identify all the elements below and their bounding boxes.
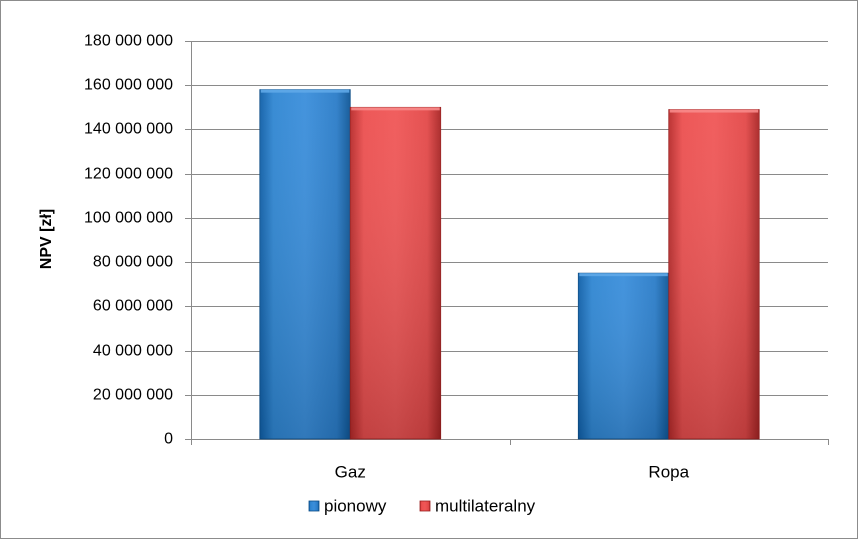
legend-item-multilateralny: multilateralny — [419, 496, 536, 515]
y-tick-label: 80 000 000 — [93, 254, 173, 271]
bars — [259, 89, 760, 440]
legend-swatch — [308, 500, 320, 512]
y-tick-label: 140 000 000 — [84, 121, 173, 138]
y-tick-label: 160 000 000 — [84, 77, 173, 94]
legend-label: multilateralny — [435, 496, 536, 515]
legend-item-pionowy: pionowy — [308, 496, 387, 515]
y-tick-label: 0 — [164, 431, 173, 448]
y-tick-label: 40 000 000 — [93, 343, 173, 360]
bar-multilateralny-Gaz — [349, 106, 442, 440]
y-tick-label: 60 000 000 — [93, 298, 173, 315]
legend-label: pionowy — [324, 496, 387, 515]
legend-swatch — [419, 500, 431, 512]
axes — [185, 41, 829, 445]
bar-pionowy-Ropa — [577, 272, 670, 440]
y-tick-label: 20 000 000 — [93, 387, 173, 404]
y-axis-title: NPV [zł] — [38, 209, 55, 269]
y-tick-label: 180 000 000 — [84, 33, 173, 50]
category-labels: Gaz Ropa — [335, 462, 690, 481]
y-tick-label: 120 000 000 — [84, 166, 173, 183]
bar-multilateralny-Ropa — [668, 109, 760, 440]
bar-pionowy-Gaz — [259, 89, 351, 440]
y-tick-label: 100 000 000 — [84, 210, 173, 227]
x-tick-label: Gaz — [335, 462, 366, 481]
legend: pionowy multilateralny — [308, 496, 536, 515]
y-tick-labels: 0 20 000 000 40 000 000 60 000 000 80 000 00… — [84, 33, 173, 448]
x-tick-label: Ropa — [648, 462, 689, 481]
